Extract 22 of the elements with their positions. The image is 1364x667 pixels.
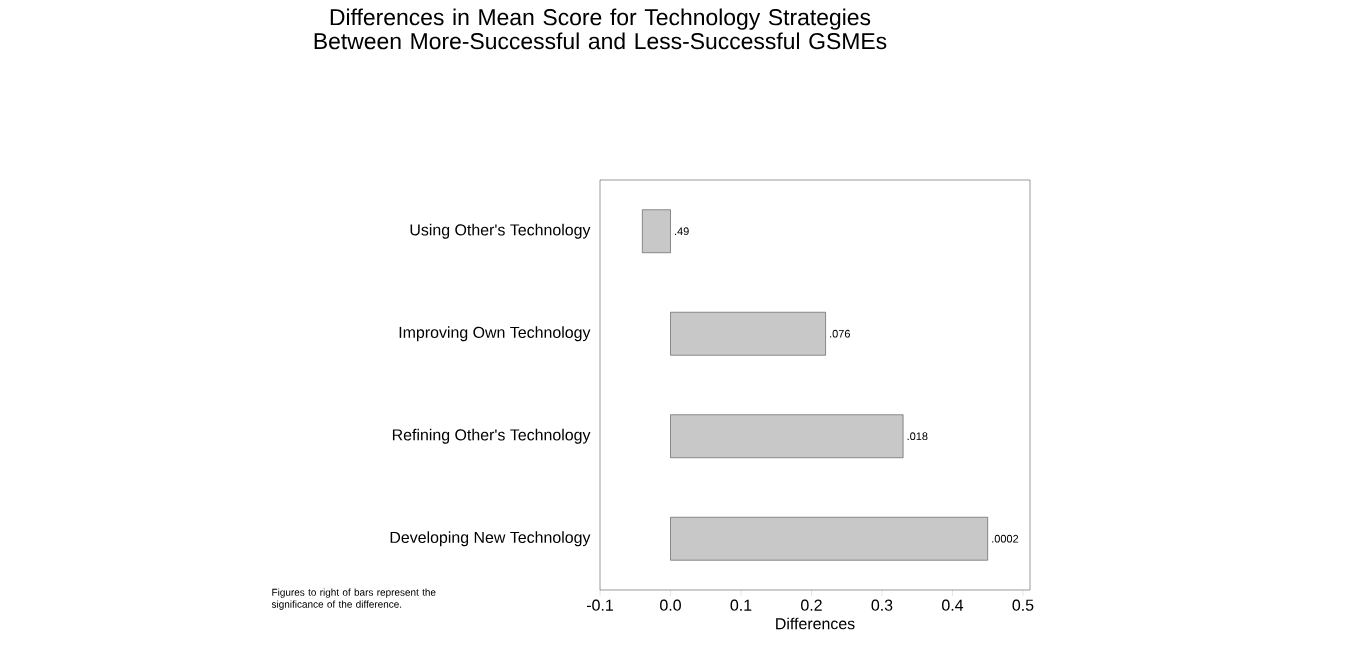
y-tick-label: Developing New Technology	[390, 531, 591, 547]
x-tick-label: 0.3	[871, 599, 893, 611]
y-tick-label: Using Other's Technology	[410, 223, 591, 239]
bar	[670, 312, 826, 356]
x-tick-label: -0.1	[586, 599, 613, 611]
text: Figures to right of bars represent the significance of the difference.	[271, 588, 436, 610]
x-tick-label: 0.0	[660, 599, 681, 611]
annotation: .018	[907, 432, 928, 441]
x-axis-title: Differences	[776, 617, 855, 630]
x-tick-label: 0.2	[801, 599, 822, 611]
y-tick-label: Refining Other's Technology	[392, 428, 591, 444]
x-tick-label: 0.5	[1012, 599, 1034, 611]
bar	[670, 517, 988, 561]
y-tick-label: Improving Own Technology	[399, 326, 591, 342]
annotation: .076	[830, 329, 850, 338]
bar	[642, 209, 671, 253]
x-tick-label: 0.4	[942, 599, 964, 611]
annotation: .0002	[992, 534, 1019, 543]
chart-title: Differences in Mean Score for Technology Strategies Between More-Successful and Less-Successful GSMEs	[314, 8, 887, 50]
x-tick-label: 0.1	[730, 599, 752, 611]
annotation: .49	[675, 227, 689, 236]
bar	[670, 414, 904, 458]
